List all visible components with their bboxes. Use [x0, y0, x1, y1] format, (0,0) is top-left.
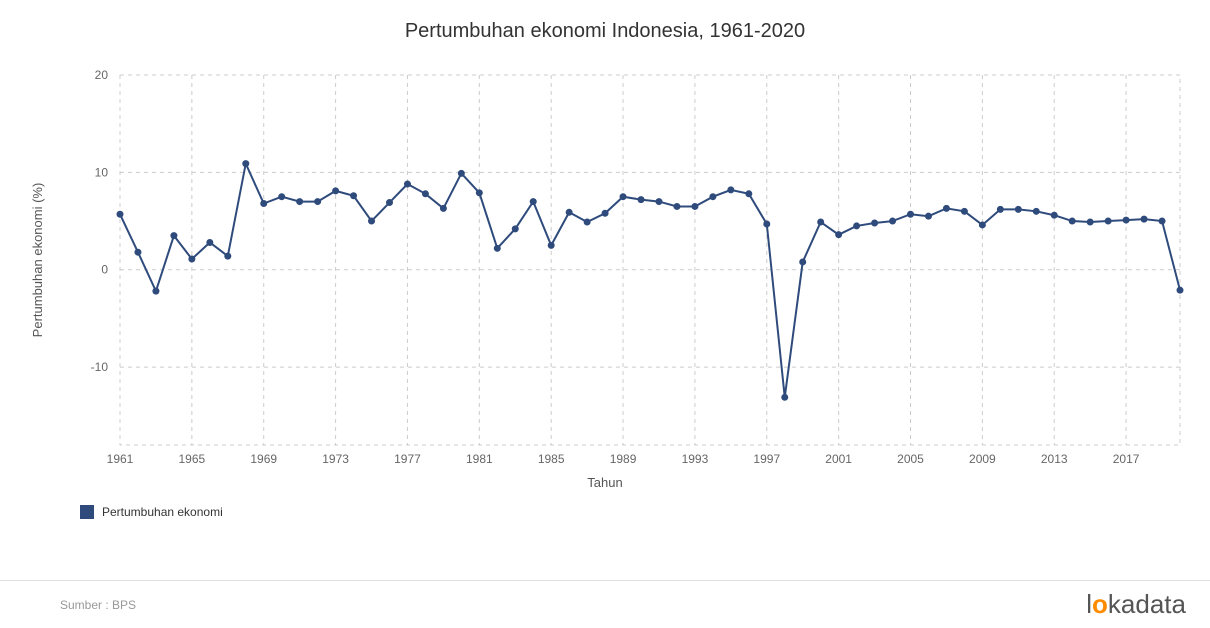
- x-axis-label: Tahun: [0, 475, 1210, 490]
- svg-text:1981: 1981: [466, 452, 493, 466]
- legend: Pertumbuhan ekonomi: [80, 505, 223, 519]
- svg-text:1973: 1973: [322, 452, 349, 466]
- svg-text:1989: 1989: [610, 452, 637, 466]
- svg-text:1965: 1965: [179, 452, 206, 466]
- svg-text:-10: -10: [91, 360, 109, 374]
- svg-text:1993: 1993: [682, 452, 709, 466]
- brand-suffix: kadata: [1108, 589, 1186, 619]
- brand-logo: lokadata: [1086, 589, 1186, 620]
- svg-text:1977: 1977: [394, 452, 421, 466]
- svg-text:1969: 1969: [250, 452, 277, 466]
- svg-text:1961: 1961: [107, 452, 134, 466]
- svg-text:2005: 2005: [897, 452, 924, 466]
- chart-svg: -100102019611965196919731977198119851989…: [120, 75, 1180, 445]
- svg-text:1985: 1985: [538, 452, 565, 466]
- legend-label: Pertumbuhan ekonomi: [102, 505, 223, 519]
- svg-text:2009: 2009: [969, 452, 996, 466]
- chart-title: Pertumbuhan ekonomi Indonesia, 1961-2020: [0, 20, 1210, 43]
- svg-text:2001: 2001: [825, 452, 852, 466]
- chart-plot-area: -100102019611965196919731977198119851989…: [120, 75, 1180, 445]
- svg-text:1997: 1997: [753, 452, 780, 466]
- source-text: Sumber : BPS: [60, 598, 136, 612]
- legend-swatch: [80, 505, 94, 519]
- svg-text:0: 0: [101, 263, 108, 277]
- svg-text:2013: 2013: [1041, 452, 1068, 466]
- y-axis-label: Pertumbuhan ekonomi (%): [30, 183, 45, 338]
- svg-text:20: 20: [95, 68, 109, 82]
- chart-container: Pertumbuhan ekonomi Indonesia, 1961-2020…: [0, 0, 1210, 628]
- footer: Sumber : BPS lokadata: [0, 580, 1210, 628]
- brand-accent: o: [1092, 589, 1108, 619]
- svg-text:2017: 2017: [1113, 452, 1140, 466]
- svg-text:10: 10: [95, 165, 109, 179]
